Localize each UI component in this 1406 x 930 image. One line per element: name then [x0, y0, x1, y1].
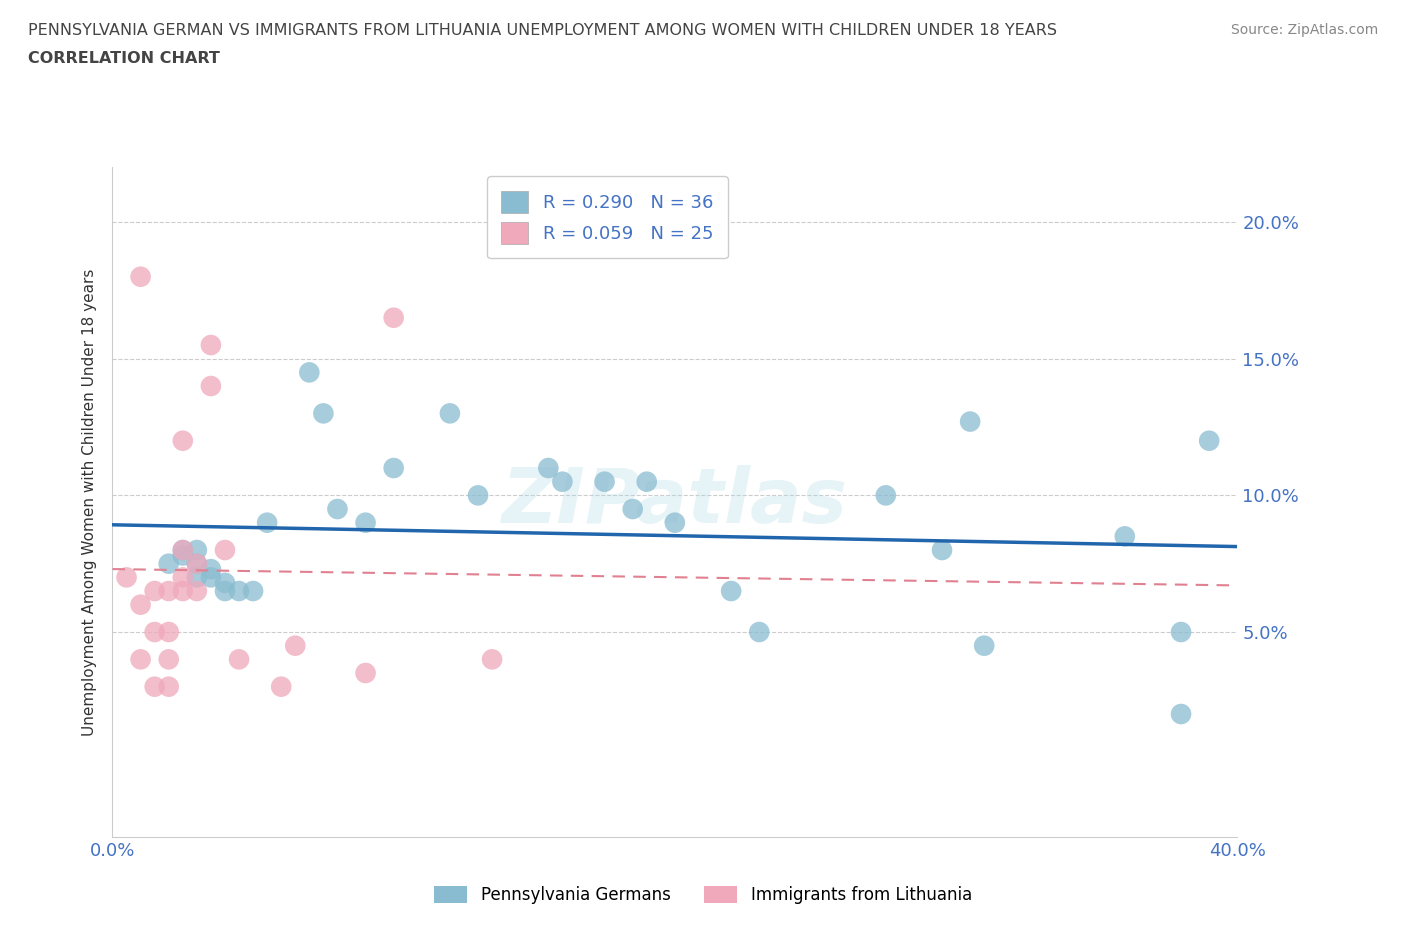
Point [143, 625, 166, 640]
Point [172, 584, 194, 599]
Point [186, 556, 208, 571]
Point [157, 625, 180, 640]
Point [129, 270, 152, 285]
Point [186, 542, 208, 557]
Point [157, 584, 180, 599]
Text: PENNSYLVANIA GERMAN VS IMMIGRANTS FROM LITHUANIA UNEMPLOYMENT AMONG WOMEN WITH C: PENNSYLVANIA GERMAN VS IMMIGRANTS FROM L… [28, 23, 1057, 38]
Point [326, 501, 349, 516]
Point [1198, 433, 1220, 448]
Point [1170, 707, 1192, 722]
Text: Source: ZipAtlas.com: Source: ZipAtlas.com [1230, 23, 1378, 37]
Point [172, 542, 194, 557]
Point [186, 584, 208, 599]
Point [115, 570, 138, 585]
Point [312, 405, 335, 420]
Point [242, 584, 264, 599]
Point [551, 474, 574, 489]
Text: ZIPatlas: ZIPatlas [502, 465, 848, 539]
Point [973, 638, 995, 653]
Point [354, 666, 377, 681]
Point [172, 548, 194, 563]
Point [467, 488, 489, 503]
Point [959, 414, 981, 429]
Point [214, 584, 236, 599]
Point [720, 584, 742, 599]
Point [382, 311, 405, 325]
Point [270, 679, 292, 694]
Point [200, 562, 222, 577]
Point [664, 515, 686, 530]
Point [200, 379, 222, 393]
Point [157, 652, 180, 667]
Point [186, 556, 208, 571]
Point [157, 679, 180, 694]
Point [172, 542, 194, 557]
Point [621, 501, 644, 516]
Point [284, 638, 307, 653]
Point [172, 433, 194, 448]
Legend: Pennsylvania Germans, Immigrants from Lithuania: Pennsylvania Germans, Immigrants from Li… [426, 878, 980, 912]
Text: CORRELATION CHART: CORRELATION CHART [28, 51, 219, 66]
Point [748, 625, 770, 640]
Point [129, 652, 152, 667]
Point [172, 570, 194, 585]
Point [593, 474, 616, 489]
Point [354, 515, 377, 530]
Point [214, 576, 236, 591]
Point [157, 556, 180, 571]
Point [382, 460, 405, 475]
Point [481, 652, 503, 667]
Point [186, 570, 208, 585]
Point [143, 679, 166, 694]
Point [931, 542, 953, 557]
Point [439, 405, 461, 420]
Point [875, 488, 897, 503]
Point [537, 460, 560, 475]
Point [143, 584, 166, 599]
Point [200, 338, 222, 352]
Legend: R = 0.290   N = 36, R = 0.059   N = 25: R = 0.290 N = 36, R = 0.059 N = 25 [486, 177, 728, 259]
Point [228, 584, 250, 599]
Point [129, 597, 152, 612]
Point [200, 570, 222, 585]
Y-axis label: Unemployment Among Women with Children Under 18 years: Unemployment Among Women with Children U… [82, 269, 97, 736]
Point [256, 515, 278, 530]
Point [1170, 625, 1192, 640]
Point [228, 652, 250, 667]
Point [298, 365, 321, 379]
Point [636, 474, 658, 489]
Point [1114, 529, 1136, 544]
Point [214, 542, 236, 557]
